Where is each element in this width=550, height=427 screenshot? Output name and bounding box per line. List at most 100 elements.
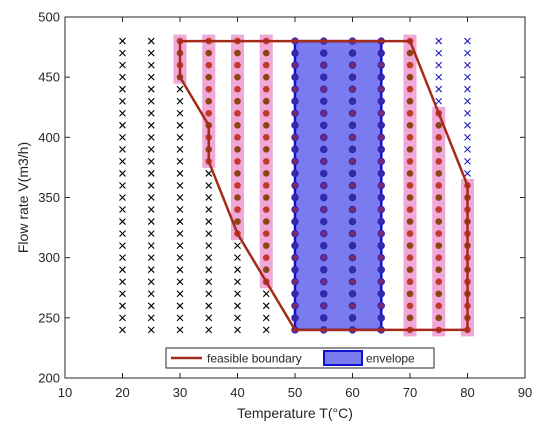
infeasible-point — [234, 302, 241, 310]
infeasible-point — [205, 218, 213, 225]
envelope-point — [377, 181, 385, 190]
y-tick-label: 200 — [38, 371, 60, 386]
infeasible-point — [147, 314, 155, 322]
envelope-point — [320, 49, 328, 57]
envelope-point — [291, 253, 299, 262]
feasible-point — [406, 146, 414, 153]
feasible-point — [435, 206, 443, 213]
infeasible-point — [119, 194, 126, 201]
envelope-point — [377, 85, 385, 93]
envelope-point — [291, 314, 299, 322]
feasible-point — [435, 158, 443, 165]
feasible-point — [406, 242, 414, 249]
infeasible-point — [147, 206, 155, 213]
feasible-point — [262, 206, 270, 213]
infeasible-point — [119, 206, 126, 213]
envelope-point — [377, 121, 385, 129]
infeasible-point — [147, 194, 155, 201]
infeasible-point — [119, 242, 126, 250]
infeasible-point — [435, 97, 443, 105]
infeasible-point — [464, 145, 471, 153]
infeasible-point — [234, 242, 241, 250]
infeasible-point — [234, 314, 241, 322]
infeasible-point — [176, 182, 184, 189]
feasible-point — [435, 290, 443, 298]
envelope-point — [348, 266, 357, 274]
infeasible-point — [147, 145, 155, 153]
feasible-point — [435, 170, 443, 177]
envelope-point — [291, 205, 299, 214]
infeasible-point — [119, 121, 126, 129]
envelope-point — [320, 266, 328, 274]
infeasible-point — [119, 326, 126, 334]
infeasible-point — [119, 37, 126, 45]
envelope-point — [320, 85, 328, 93]
infeasible-point — [234, 266, 241, 274]
feasible-point — [435, 254, 443, 261]
envelope-point — [348, 205, 357, 214]
envelope-point — [377, 229, 385, 238]
feasible-point — [406, 158, 414, 165]
legend: feasible boundary envelope — [165, 347, 435, 369]
x-tick-label: 90 — [518, 385, 532, 400]
infeasible-point — [205, 254, 213, 262]
infeasible-point — [435, 73, 443, 81]
feasible-point — [262, 85, 270, 93]
envelope-point — [348, 278, 357, 286]
x-tick-label: 70 — [403, 385, 417, 400]
envelope-point — [377, 205, 385, 214]
envelope-point — [291, 109, 299, 117]
infeasible-point — [262, 326, 270, 334]
legend-envelope-swatch — [323, 350, 363, 366]
feasible-point — [205, 61, 213, 69]
envelope-point — [348, 181, 357, 190]
feasible-point — [262, 122, 270, 129]
infeasible-point — [435, 61, 443, 69]
infeasible-point — [147, 170, 155, 177]
infeasible-point — [176, 145, 184, 153]
feasible-point — [435, 182, 443, 189]
infeasible-point — [119, 145, 126, 153]
envelope-point — [377, 217, 385, 226]
envelope-point — [348, 133, 357, 142]
envelope-point — [320, 193, 328, 202]
envelope-point — [377, 169, 385, 178]
infeasible-point — [205, 230, 213, 237]
feasible-point — [435, 266, 443, 274]
infeasible-point — [464, 37, 471, 45]
infeasible-point — [176, 326, 184, 334]
infeasible-point — [147, 109, 155, 117]
legend-boundary-label: feasible boundary — [207, 352, 302, 366]
infeasible-point — [176, 314, 184, 322]
infeasible-point — [205, 266, 213, 274]
infeasible-point — [205, 290, 213, 298]
infeasible-point — [147, 49, 155, 57]
infeasible-point — [147, 121, 155, 129]
infeasible-point — [176, 85, 184, 93]
envelope-point — [291, 145, 299, 154]
infeasible-point — [176, 109, 184, 117]
envelope-point — [291, 278, 299, 286]
feasible-point — [435, 122, 443, 129]
envelope-point — [348, 217, 357, 226]
feasible-point — [262, 134, 270, 141]
envelope-point — [377, 193, 385, 202]
envelope-point — [348, 49, 357, 57]
envelope-point — [291, 266, 299, 274]
feasible-point — [234, 109, 241, 117]
envelope-point — [291, 302, 299, 310]
infeasible-point — [176, 97, 184, 105]
infeasible-point — [119, 133, 126, 141]
infeasible-point — [119, 182, 126, 189]
feasible-point — [234, 206, 241, 213]
x-axis-label: Temperature T(°C) — [237, 405, 353, 421]
feasible-point — [262, 254, 270, 261]
feasible-point — [406, 194, 414, 201]
infeasible-point — [234, 278, 241, 286]
infeasible-point — [176, 230, 184, 237]
feasible-point — [435, 218, 443, 225]
feasible-point — [262, 146, 270, 153]
infeasible-point — [119, 170, 126, 177]
x-tick-label: 30 — [173, 385, 187, 400]
